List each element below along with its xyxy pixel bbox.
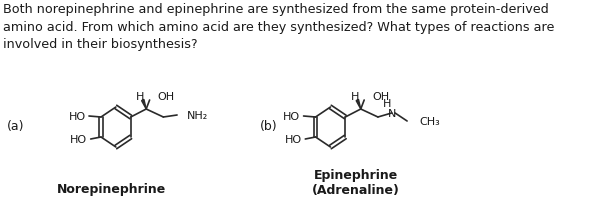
Text: NH₂: NH₂: [187, 110, 208, 121]
Text: Epinephrine
(Adrenaline): Epinephrine (Adrenaline): [312, 168, 400, 196]
Text: H: H: [136, 91, 144, 102]
Text: CH₃: CH₃: [419, 116, 440, 126]
Text: H: H: [350, 91, 359, 102]
Text: OH: OH: [372, 91, 389, 102]
Text: HO: HO: [70, 134, 87, 144]
Text: H: H: [383, 98, 391, 109]
Text: Norepinephrine: Norepinephrine: [57, 183, 166, 195]
Text: N: N: [387, 109, 396, 118]
Text: (b): (b): [260, 120, 278, 133]
Text: HO: HO: [283, 111, 300, 121]
Text: Both norepinephrine and epinephrine are synthesized from the same protein-derive: Both norepinephrine and epinephrine are …: [2, 3, 554, 51]
Text: HO: HO: [284, 134, 302, 144]
Polygon shape: [356, 100, 361, 109]
Text: OH: OH: [157, 91, 175, 102]
Text: HO: HO: [68, 111, 86, 121]
Text: (a): (a): [7, 120, 24, 133]
Polygon shape: [141, 100, 146, 109]
